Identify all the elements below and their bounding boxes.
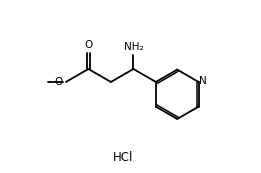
Text: HCl: HCl [113,151,133,164]
Text: O: O [84,40,93,50]
Text: O: O [54,77,62,87]
Text: NH₂: NH₂ [123,42,143,52]
Text: N: N [199,76,207,86]
